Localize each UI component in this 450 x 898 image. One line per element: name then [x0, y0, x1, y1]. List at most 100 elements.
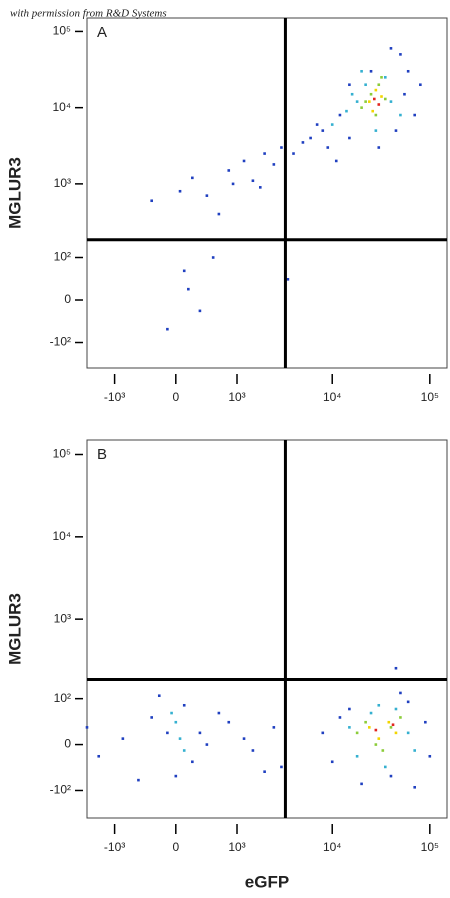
- event-dot: [364, 83, 367, 87]
- event-dot: [251, 749, 255, 752]
- event-dot: [280, 146, 283, 149]
- event-dot: [97, 754, 101, 758]
- event-dot: [174, 774, 178, 778]
- event-dot: [121, 737, 125, 740]
- x-tick-label: -10³: [104, 840, 125, 854]
- event-dot: [374, 113, 378, 117]
- x-tick-label: 10⁵: [421, 390, 439, 404]
- event-dot: [406, 700, 410, 704]
- event-dot: [205, 194, 209, 197]
- caption: with permission from R&D Systems: [10, 8, 167, 20]
- event-dot: [292, 152, 295, 155]
- x-tick-label: 10³: [228, 840, 245, 854]
- event-dot: [419, 83, 422, 87]
- event-dot: [330, 123, 334, 126]
- event-dot: [355, 731, 359, 735]
- event-dot: [251, 179, 255, 183]
- event-dot: [406, 731, 410, 735]
- event-dot: [374, 88, 378, 92]
- event-dot: [211, 256, 215, 259]
- event-dot: [242, 159, 246, 163]
- event-dot: [258, 186, 262, 189]
- event-dot: [330, 760, 334, 764]
- event-dot: [389, 726, 393, 729]
- event-dot: [166, 327, 169, 331]
- event-dot: [166, 731, 169, 735]
- event-dot: [280, 765, 283, 769]
- event-dot: [272, 163, 276, 166]
- y-tick-label: 10²: [54, 691, 71, 705]
- event-dot: [345, 109, 348, 113]
- event-dot: [231, 182, 235, 186]
- x-tick-label: 10⁴: [323, 390, 342, 404]
- event-dot: [384, 765, 387, 769]
- event-dot: [391, 723, 395, 727]
- event-dot: [205, 743, 209, 746]
- x-tick-label: 10³: [228, 390, 245, 404]
- event-dot: [178, 737, 182, 740]
- y-tick-label: 10⁵: [53, 447, 71, 461]
- x-tick-label: -10³: [104, 390, 125, 404]
- y-tick-label: 10⁴: [52, 529, 71, 543]
- event-dot: [399, 53, 402, 56]
- event-dot: [348, 726, 351, 729]
- event-dot: [157, 694, 161, 698]
- event-dot: [348, 707, 351, 711]
- event-dot: [380, 76, 383, 79]
- y-tick-label: 10³: [54, 611, 71, 625]
- event-dot: [394, 707, 398, 711]
- event-dot: [198, 309, 202, 313]
- event-dot: [191, 760, 194, 764]
- x-tick-label: 0: [172, 840, 179, 854]
- event-dot: [387, 720, 391, 724]
- event-dot: [227, 169, 231, 172]
- event-dot: [368, 100, 371, 103]
- y-tick-label: 10⁵: [53, 24, 71, 38]
- event-dot: [263, 770, 266, 773]
- event-dot: [406, 69, 410, 73]
- event-dot: [389, 774, 393, 778]
- event-dot: [377, 83, 381, 87]
- event-dot: [394, 666, 398, 670]
- event-dot: [348, 83, 351, 87]
- event-dot: [374, 728, 378, 732]
- y-axis-label: MGLUR3: [5, 157, 24, 229]
- event-dot: [360, 69, 363, 73]
- event-dot: [384, 76, 387, 79]
- event-dot: [150, 199, 153, 203]
- event-dot: [380, 95, 383, 98]
- y-tick-label: 10²: [54, 250, 71, 264]
- event-dot: [137, 778, 140, 782]
- x-axis-label: eGFP: [245, 872, 289, 891]
- event-dot: [413, 113, 416, 117]
- event-dot: [338, 113, 342, 117]
- event-dot: [309, 136, 312, 140]
- event-dot: [424, 720, 427, 724]
- event-dot: [170, 711, 173, 715]
- event-dot: [227, 720, 231, 724]
- event-dot: [413, 749, 416, 752]
- y-tick-label: 0: [64, 292, 71, 306]
- event-dot: [191, 176, 194, 180]
- event-dot: [263, 152, 266, 155]
- event-dot: [413, 785, 416, 789]
- event-dot: [355, 754, 359, 758]
- y-axis-label: MGLUR3: [5, 593, 24, 665]
- y-tick-label: -10²: [50, 335, 71, 349]
- event-dot: [178, 189, 182, 193]
- x-tick-label: 10⁴: [323, 840, 342, 854]
- event-dot: [394, 731, 398, 735]
- event-dot: [381, 749, 385, 752]
- event-dot: [369, 92, 373, 96]
- event-dot: [355, 100, 359, 103]
- event-dot: [360, 782, 363, 786]
- event-dot: [369, 711, 373, 715]
- event-dot: [384, 97, 387, 101]
- event-dot: [321, 129, 325, 132]
- event-dot: [360, 106, 363, 109]
- event-dot: [350, 92, 354, 96]
- y-tick-label: 10³: [54, 176, 71, 190]
- event-dot: [326, 146, 330, 149]
- y-tick-label: -10²: [50, 783, 71, 797]
- panel-label: B: [97, 446, 107, 463]
